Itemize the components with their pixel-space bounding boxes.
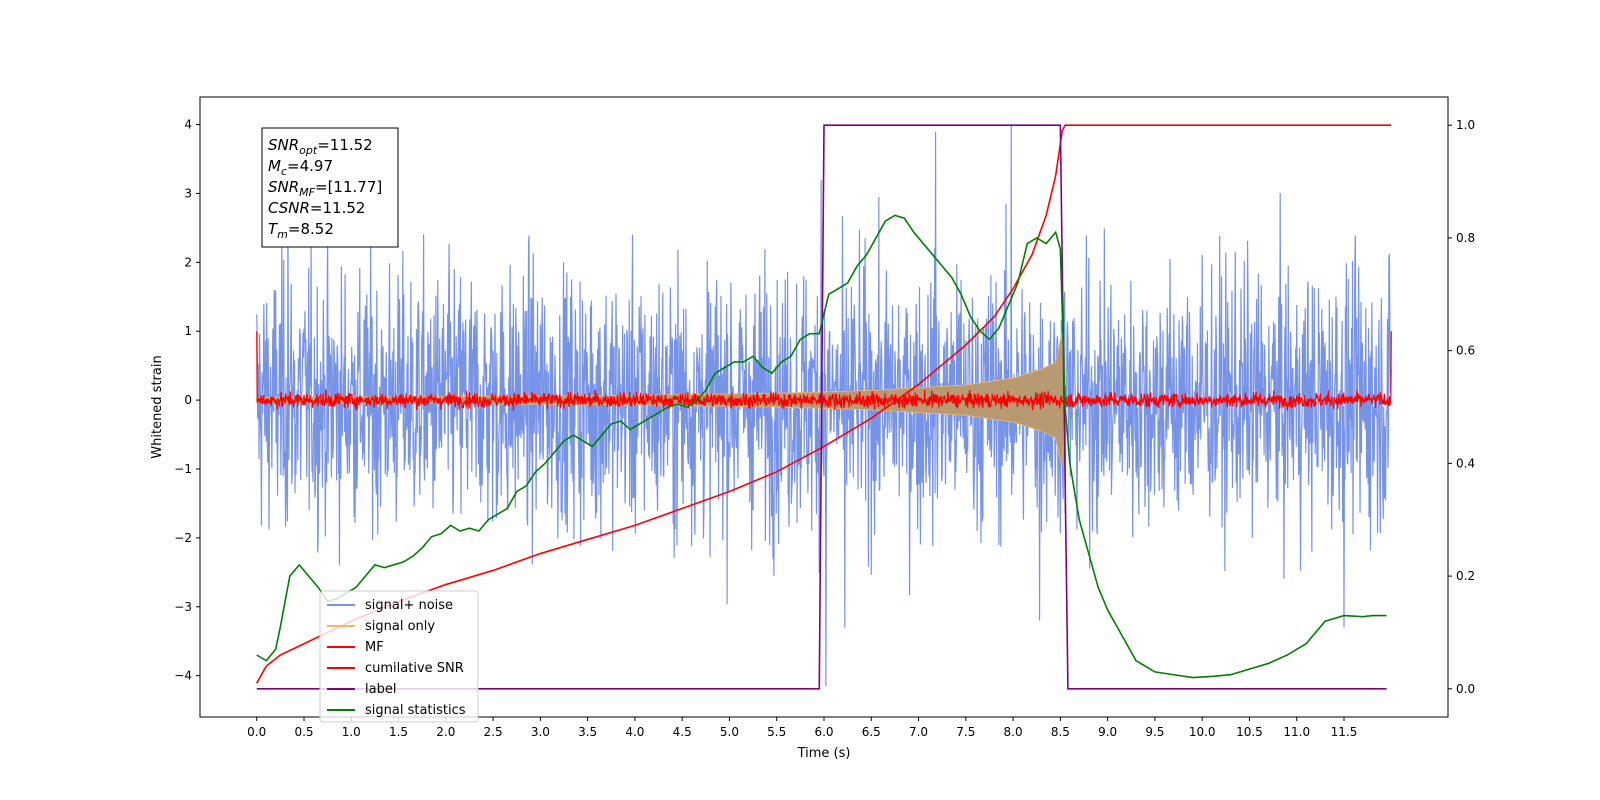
x-tick-label: 8.0 (1004, 725, 1023, 739)
series-mf-line (256, 331, 1392, 411)
legend: signal+ noise signal only MF cumilative SNR… (319, 590, 479, 723)
annotation-line: Tm=8.52 (268, 220, 334, 241)
x-tick-label: 3.5 (578, 725, 597, 739)
series-signal-noise-line (256, 124, 1392, 687)
y-tick-label-right: 0.8 (1456, 231, 1475, 245)
x-tick-label: 2.5 (484, 725, 503, 739)
x-tick-label: 7.5 (956, 725, 975, 739)
annotation-box: SNRopt=11.52Mc=4.97SNRMF=[11.77]CSNR=11.… (261, 127, 399, 248)
annotation-line: Mc=4.97 (268, 157, 333, 178)
series-label-line (256, 124, 1387, 690)
y-tick-label-left: −4 (174, 669, 192, 683)
y-tick-label-left: 1 (184, 324, 192, 338)
x-tick-label: 4.5 (673, 725, 692, 739)
legend-label: cumilative SNR (365, 661, 464, 676)
y-tick-label-right: 0.2 (1456, 569, 1475, 583)
y-tick-label-left: −3 (174, 600, 192, 614)
x-tick-label: 6.5 (862, 725, 881, 739)
y-tick-label-left: 2 (184, 255, 192, 269)
x-tick-label: 1.0 (342, 725, 361, 739)
y-tick-label-right: 0.6 (1456, 344, 1475, 358)
legend-label: signal statistics (365, 703, 466, 718)
x-tick-label: 6.0 (814, 725, 833, 739)
series-signal-statistics-line (256, 214, 1387, 679)
x-axis: 0.0 0.5 1.0 1.5 2.0 2.5 3.0 3.5 4.0 4.5 5.0 5.5 6.0 6… (247, 717, 1357, 739)
x-tick-label: 5.5 (767, 725, 786, 739)
x-tick-label: 2.0 (436, 725, 455, 739)
x-tick-label: 9.5 (1145, 725, 1164, 739)
annotation-line: SNRopt=11.52 (268, 136, 373, 157)
y-tick-label-right: 1.0 (1456, 118, 1475, 132)
x-tick-label: 10.0 (1189, 725, 1216, 739)
x-tick-label: 7.0 (909, 725, 928, 739)
x-tick-label: 10.5 (1236, 725, 1263, 739)
y-tick-label-left: 4 (184, 118, 192, 132)
legend-label: signal+ noise (365, 598, 453, 613)
x-tick-label: 3.0 (531, 725, 550, 739)
x-tick-label: 11.5 (1331, 725, 1358, 739)
x-tick-label: 9.0 (1098, 725, 1117, 739)
x-axis-label: Time (s) (797, 746, 851, 761)
annotation-frame (261, 127, 399, 248)
x-tick-label: 1.5 (389, 725, 408, 739)
legend-frame (319, 590, 479, 723)
x-tick-label: 0.5 (294, 725, 313, 739)
y-axis-left-label: Whitened strain (150, 355, 165, 458)
legend-label: label (365, 682, 396, 697)
annotation-line: CSNR=11.52 (268, 199, 365, 217)
y-tick-label-left: 0 (184, 393, 192, 407)
legend-label: signal only (365, 619, 435, 634)
x-tick-label: 8.5 (1051, 725, 1070, 739)
x-tick-label: 5.0 (720, 725, 739, 739)
legend-label: MF (365, 640, 384, 655)
y-axis-right: 0.0 0.2 0.4 0.6 0.8 1.0 (1448, 118, 1475, 696)
y-tick-label-left: −1 (174, 462, 192, 476)
x-tick-label: 0.0 (247, 725, 266, 739)
annotation-line: SNRMF=[11.77] (268, 178, 382, 199)
y-tick-label-right: 0.4 (1456, 456, 1475, 470)
y-axis-left: −4 −3 −2 −1 0 1 2 3 4 (174, 118, 200, 683)
y-tick-label-left: 3 (184, 186, 192, 200)
x-tick-label: 11.0 (1283, 725, 1310, 739)
x-tick-label: 4.0 (625, 725, 644, 739)
y-tick-label-left: −2 (174, 531, 192, 545)
y-tick-label-right: 0.0 (1456, 682, 1475, 696)
